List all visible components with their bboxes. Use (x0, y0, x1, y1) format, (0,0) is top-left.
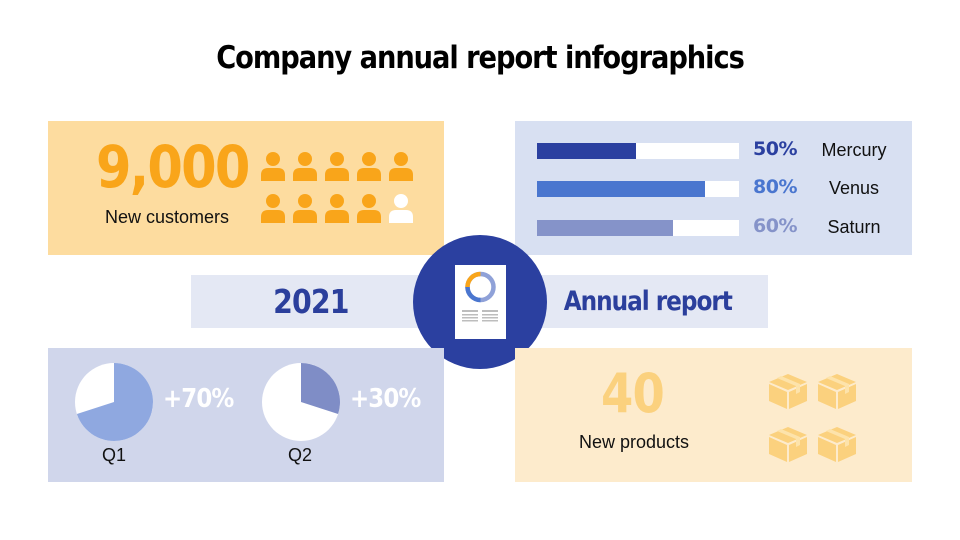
planets-bar-chart: 50% Mercury 80% Venus 60% Saturn (515, 121, 912, 255)
bar-percent-mercury: 50% (753, 138, 797, 160)
q2-pie-chart (261, 362, 341, 447)
people-icon-grid (260, 151, 414, 223)
person-icon (292, 193, 318, 223)
annual-report-band: Annual report (528, 275, 768, 328)
year-label: 2021 (273, 282, 349, 321)
page-title: Company annual report infographics (216, 40, 745, 76)
person-icon (388, 151, 414, 181)
bar-track-venus (537, 181, 739, 197)
bar-track-saturn (537, 220, 739, 236)
person-icon (260, 193, 286, 223)
box-icon (816, 423, 858, 468)
products-value: 40 (601, 362, 665, 425)
person-icon (324, 193, 350, 223)
q2-label: Q2 (288, 445, 313, 465)
bar-fill-venus (537, 181, 706, 197)
report-document-icon (455, 265, 506, 339)
q2-percent: +30% (350, 384, 421, 414)
year-band: 2021 (191, 275, 431, 328)
box-icon (816, 370, 858, 415)
bar-label-venus: Venus (828, 178, 880, 198)
bar-percent-venus: 80% (753, 176, 797, 198)
bar-fill-saturn (537, 220, 673, 236)
customers-panel: 9,000 New customers (48, 121, 444, 255)
person-icon (356, 193, 382, 223)
person-icon (292, 151, 318, 181)
bar-percent-saturn: 60% (753, 215, 797, 237)
products-label: New products (579, 432, 690, 452)
products-panel: 40 New products (515, 348, 912, 482)
q1-percent: +70% (163, 384, 234, 414)
person-icon (324, 151, 350, 181)
bar-track-mercury (537, 143, 739, 159)
customers-value: 9,000 (96, 133, 250, 201)
customers-label: New customers (105, 207, 230, 227)
box-icon-grid (767, 370, 858, 468)
quarters-panel: +70% Q1 +30% Q2 (48, 348, 444, 482)
center-circle (413, 235, 547, 369)
bar-fill-mercury (537, 143, 636, 159)
annual-report-label: Annual report (563, 286, 733, 317)
q1-pie-chart (74, 362, 154, 447)
q1-label: Q1 (102, 445, 127, 465)
person-icon (260, 151, 286, 181)
bar-label-saturn: Saturn (827, 217, 881, 237)
person-icon (356, 151, 382, 181)
person-icon (388, 193, 414, 223)
bar-label-mercury: Mercury (821, 140, 887, 160)
box-icon (767, 423, 809, 468)
box-icon (767, 370, 809, 415)
